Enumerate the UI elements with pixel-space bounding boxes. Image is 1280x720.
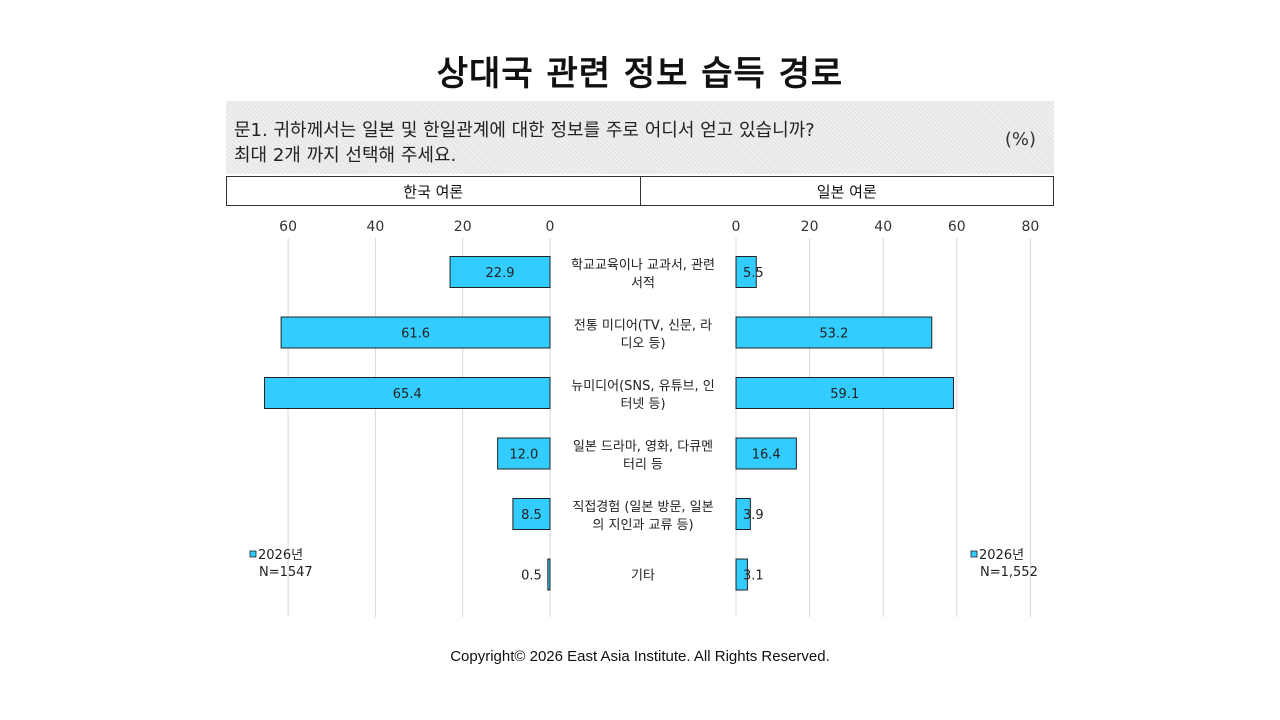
bar-korea: [264, 377, 551, 409]
bar-korea: [280, 316, 551, 349]
tick-label-left: 40: [366, 219, 384, 235]
bar-korea: [497, 437, 551, 470]
bar-japan: [735, 498, 751, 530]
bar-korea: [512, 498, 551, 530]
data-label-japan: 59.1: [830, 387, 859, 402]
category-label: 터넷 등): [620, 397, 665, 412]
japan-panel-header: 일본 여론: [816, 182, 877, 201]
legend-swatch: [249, 550, 257, 558]
category-label: 뉴미디어(SNS, 유튜브, 인: [571, 379, 715, 394]
data-label-korea: 22.9: [486, 266, 515, 281]
legend-sample-size: N=1,552: [980, 565, 1038, 580]
bar-korea: [449, 256, 551, 288]
category-label: 터리 등: [623, 458, 663, 473]
category-label: 직접경험 (일본 방문, 일본: [572, 500, 713, 515]
data-label-japan: 3.9: [743, 508, 764, 523]
question-instruction: 최대 2개 까지 선택해 주세요.: [234, 145, 457, 166]
legend-swatch: [970, 550, 978, 558]
category-label: 전통 미디어(TV, 신문, 라: [574, 319, 712, 334]
category-label: 기타: [631, 569, 655, 584]
panel-header-row: 한국 여론 일본 여론: [226, 176, 1054, 206]
tick-label-left: 60: [279, 219, 297, 235]
data-label-korea: 8.5: [521, 508, 542, 523]
tick-label-right: 20: [801, 219, 819, 235]
bar-japan: [735, 558, 748, 591]
page-title: 상대국 관련 정보 습득 경로: [436, 54, 844, 94]
data-label-korea: 61.6: [401, 327, 430, 342]
tick-label-right: 60: [948, 219, 966, 235]
tick-label-left: 0: [546, 219, 555, 235]
category-label: 일본 드라마, 영화, 다큐멘: [573, 440, 713, 455]
data-label-japan: 5.5: [743, 266, 764, 281]
data-label-korea: 0.5: [521, 569, 542, 584]
bar-korea: [547, 558, 551, 591]
bar-japan: [735, 377, 954, 409]
bar-japan: [735, 316, 933, 349]
tick-label-right: 40: [874, 219, 892, 235]
korea-panel-header: 한국 여론: [227, 177, 641, 205]
tick-label-left: 20: [454, 219, 472, 235]
legend-sample-size: N=1547: [259, 565, 313, 580]
bar-japan: [735, 437, 797, 470]
copyright-notice: Copyright© 2026 East Asia Institute. All…: [450, 648, 830, 665]
question-box: 문1. 귀하께서는 일본 및 한일관계에 대한 정보를 주로 어디서 얻고 있습…: [226, 101, 1054, 174]
category-label: 디오 등): [620, 337, 665, 352]
category-label: 학교교육이나 교과서, 관련: [571, 258, 715, 273]
data-label-japan: 16.4: [752, 448, 781, 463]
question-text: 문1. 귀하께서는 일본 및 한일관계에 대한 정보를 주로 어디서 얻고 있습…: [234, 120, 815, 141]
tick-label-right: 80: [1021, 219, 1039, 235]
bar-japan: [735, 256, 757, 288]
data-label-korea: 12.0: [509, 448, 538, 463]
unit-label: (%): [1004, 129, 1036, 150]
data-label-japan: 3.1: [743, 569, 764, 584]
data-label-korea: 65.4: [393, 387, 422, 402]
legend-label: 2026년: [258, 548, 303, 563]
tick-label-right: 0: [732, 219, 741, 235]
legend-label: 2026년: [979, 548, 1024, 563]
category-label: 의 지인과 교류 등): [592, 518, 693, 533]
category-label: 서적: [631, 276, 655, 291]
data-label-japan: 53.2: [819, 327, 848, 342]
